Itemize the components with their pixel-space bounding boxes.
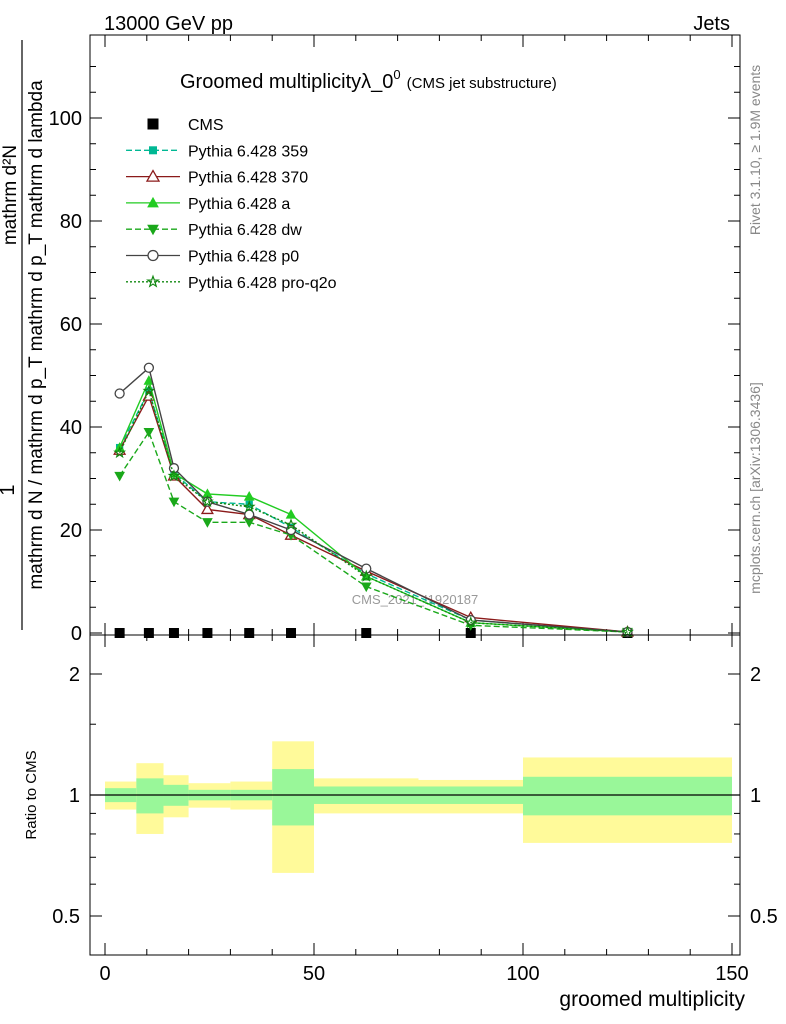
legend-label: Pythia 6.428 pro-q2o (188, 275, 337, 292)
legend-entry: Pythia 6.428 pro-q2o (126, 274, 337, 292)
data-point (621, 625, 634, 638)
data-point (114, 628, 125, 638)
ratio-axis-ticks: 0 50 100 150 0.5 0.5 1 1 2 2 (52, 635, 778, 985)
ratio-y-tick-label: 0.5 (52, 906, 80, 928)
chart-subtitle: (CMS jet substructure) (407, 75, 557, 92)
ratio-inner-band (136, 778, 164, 814)
main-axis-ticks: 20 40 60 80 100 0 (49, 35, 740, 645)
header-left-label: 13000 GeV pp (104, 13, 233, 35)
data-point (242, 500, 256, 513)
legend-label: Pythia 6.428 370 (188, 170, 308, 187)
legend-marker (149, 146, 157, 155)
data-point (244, 509, 255, 520)
header-right-label: Jets (693, 13, 730, 35)
ratio-inner-band (272, 769, 314, 826)
y-label-numerator: 1 (0, 484, 19, 495)
data-point (202, 518, 213, 528)
data-point (113, 446, 127, 459)
legend-entry: CMS (147, 117, 224, 134)
mcplots-label: mcplots.cern.ch [arXiv:1306.3436] (747, 382, 763, 594)
legend-entry: Pythia 6.428 a (126, 196, 290, 213)
series-cms (114, 628, 633, 638)
legend-entry: Pythia 6.428 dw (126, 222, 302, 239)
data-point (143, 362, 155, 373)
data-point (168, 497, 180, 508)
data-point (285, 509, 297, 519)
legend-marker (147, 249, 159, 262)
legend-marker (145, 169, 161, 182)
main-y-tick-label: 80 (60, 211, 82, 233)
legend-label: CMS (188, 117, 224, 134)
data-point (167, 469, 181, 482)
data-point (142, 384, 156, 397)
ratio-inner-band (523, 776, 732, 816)
data-point (361, 628, 372, 638)
main-plot-panel: 20 40 60 80 100 0 CMS_2021_I1920187 CMS Pythia… (0, 34, 741, 645)
legend-marker (147, 224, 159, 236)
y-label-top: mathrm d²N (0, 145, 21, 245)
legend-entry: Pythia 6.428 370 (126, 169, 308, 187)
data-point (168, 628, 179, 638)
rivet-label: Rivet 3.1.10, ≥ 1.9M events (747, 65, 763, 235)
main-y-tick-label-zero: 0 (71, 623, 82, 645)
legend-label: Pythia 6.428 a (188, 196, 290, 213)
legend-label: Pythia 6.428 p0 (188, 249, 299, 266)
x-tick-label: 100 (506, 963, 539, 985)
legend-marker (147, 196, 159, 208)
ratio-plot-panel: 0 50 100 150 0.5 0.5 1 1 2 2 Ratio to CMS (23, 634, 778, 985)
watermark: CMS_2021_I1920187 (352, 592, 479, 607)
x-axis-label: groomed multiplicity (559, 988, 745, 1011)
series-line (118, 388, 628, 633)
ratio-y-tick-label-right: 1 (750, 785, 761, 807)
ratio-y-tick-label-right: 2 (750, 664, 761, 686)
data-point (244, 628, 255, 638)
main-y-tick-label: 20 (60, 520, 82, 542)
chart-title-group: Groomed multiplicityλ_00 (CMS jet substru… (180, 67, 557, 93)
ratio-bands (90, 741, 740, 873)
legend-label: Pythia 6.428 dw (188, 222, 302, 239)
data-point (114, 471, 125, 482)
main-y-tick-label: 40 (60, 417, 82, 439)
chart-title-superscript: 0 (393, 67, 400, 82)
x-tick-label: 150 (715, 963, 748, 985)
legend-marker (147, 118, 159, 130)
data-point (143, 428, 155, 438)
ratio-y-axis-label: Ratio to CMS (23, 750, 40, 839)
data-point (360, 582, 372, 593)
main-series-group (113, 362, 635, 638)
data-point (284, 518, 298, 531)
y-label-denominator: mathrm d N / mathrm d p_T mathrm d p_T m… (26, 80, 47, 590)
data-point (286, 628, 297, 638)
ratio-y-tick-label: 1 (69, 785, 80, 807)
data-point (200, 502, 214, 515)
data-point (143, 628, 154, 638)
legend-entry: Pythia 6.428 359 (126, 143, 308, 160)
legend-entry: Pythia 6.428 p0 (126, 249, 299, 266)
data-point (201, 494, 214, 508)
legend-label: Pythia 6.428 359 (188, 143, 308, 160)
x-tick-label: 0 (99, 963, 110, 985)
series-pythia-6-428-pro-q2o (113, 384, 634, 638)
data-point (202, 628, 213, 638)
main-y-tick-label: 100 (49, 108, 82, 130)
main-y-axis-label: 1 mathrm d²N mathrm d N / mathrm d p_T m… (0, 40, 47, 630)
data-point (359, 569, 373, 582)
x-tick-label: 50 (303, 963, 325, 985)
ratio-y-tick-label: 2 (69, 664, 80, 686)
data-point (464, 615, 478, 629)
legend: CMS Pythia 6.428 359 Pythia 6.428 370 Pythi… (126, 117, 337, 292)
ratio-y-tick-label-right: 0.5 (750, 906, 778, 928)
legend-marker (146, 274, 160, 288)
data-point (114, 388, 125, 399)
chart-title: Groomed multiplicityλ_0 (180, 71, 393, 93)
main-y-tick-label: 60 (60, 314, 82, 336)
